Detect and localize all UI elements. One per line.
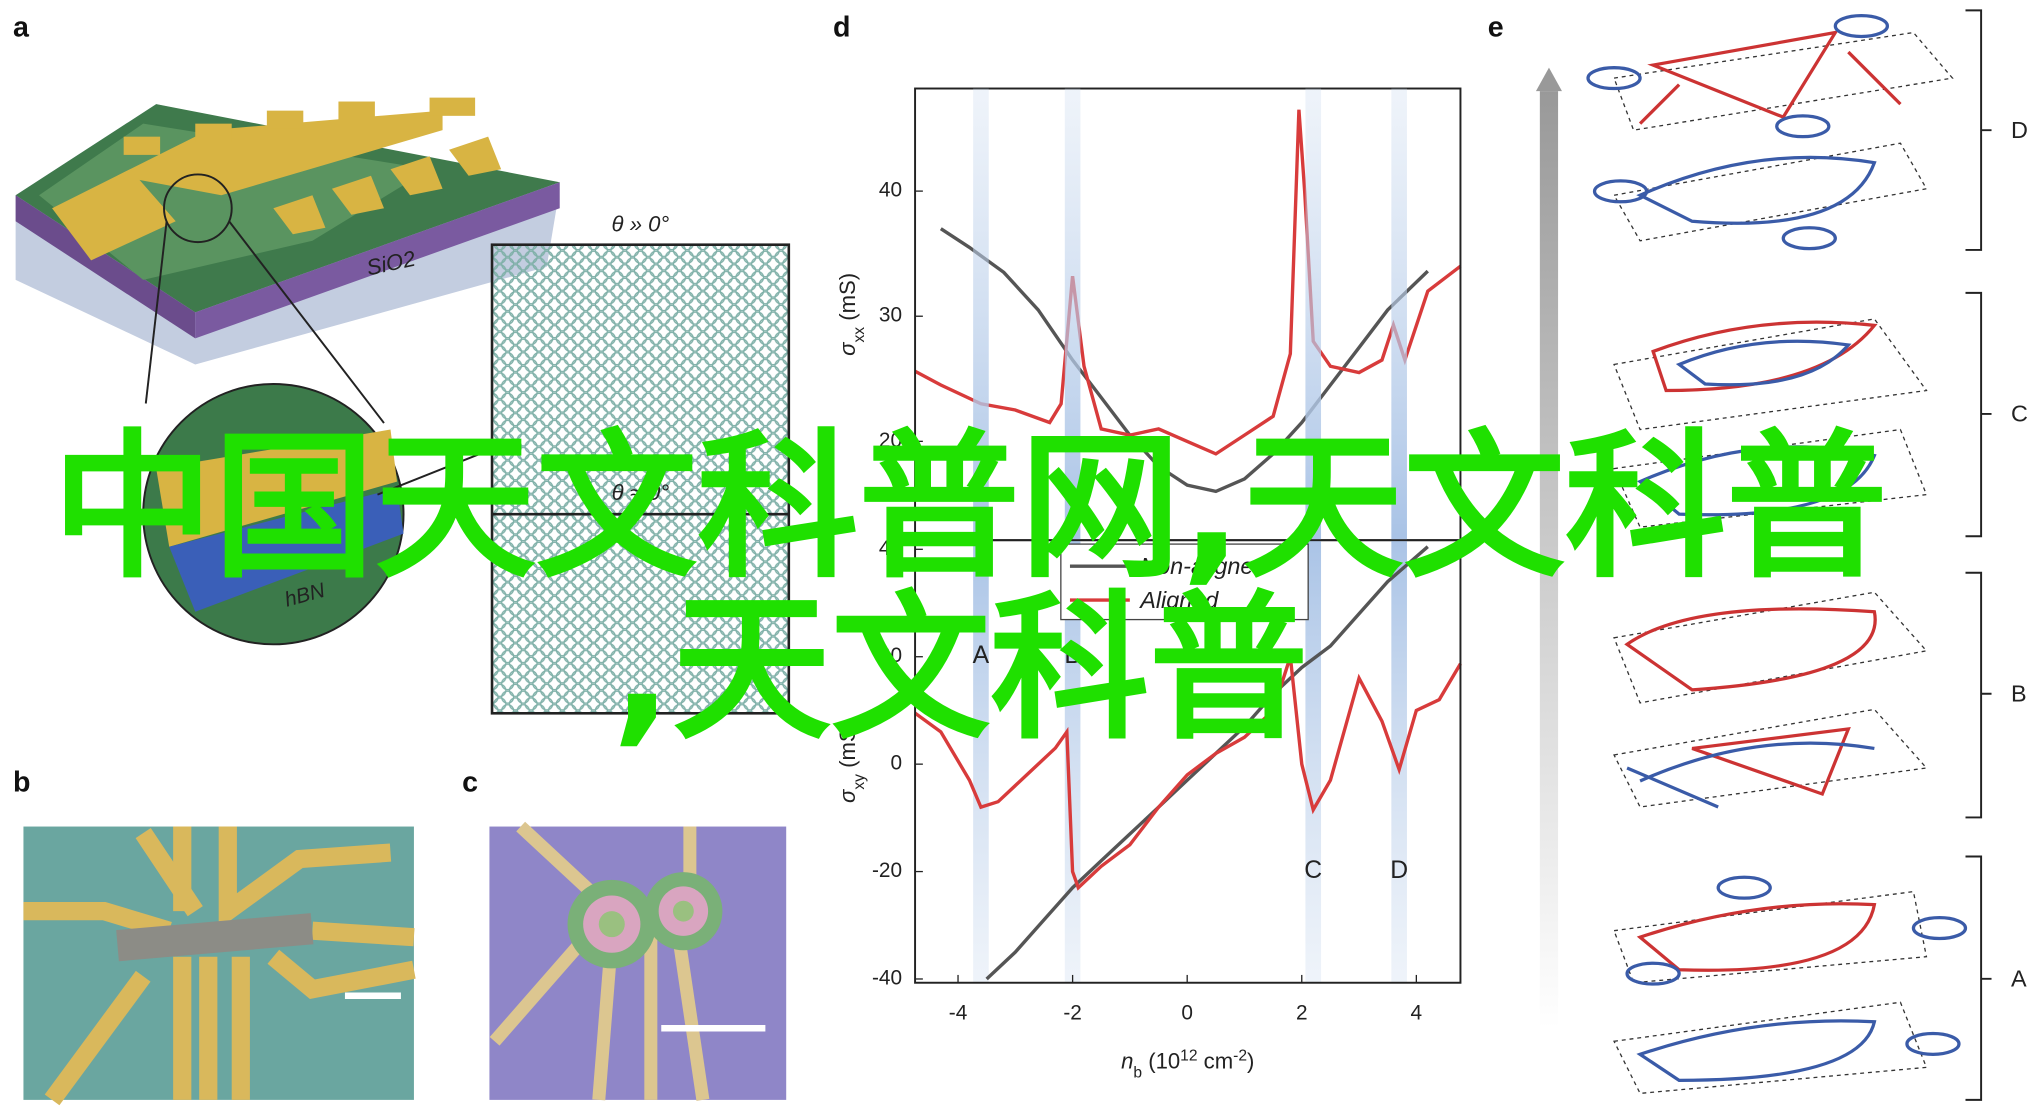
y-tick-label: 20 [879,429,902,452]
watermark: ,天文科普 [612,578,1308,762]
band-label: A [973,642,990,669]
x-tick-label: -2 [1063,1001,1082,1024]
group-label: A [2011,966,2027,992]
y-tick-label: -40 [872,966,902,989]
series-line [985,545,1429,981]
y-tick-label: 40 [879,179,902,202]
group-label: B [2011,681,2027,707]
band [1305,88,1322,983]
band-label: C [1304,857,1322,884]
y-tick-label: 20 [879,644,902,667]
panel-label: a [13,11,30,43]
y-tick-label: 40 [879,537,902,560]
y-axis-label-part: (mS) [835,720,860,774]
y-tick-label: 30 [879,304,902,327]
y-axis-label-part: xx [851,327,868,343]
x-axis-label-part: n [1121,1049,1133,1074]
group-label: C [2011,401,2028,427]
x-axis-label-part: ) [1247,1049,1254,1074]
fermi-contours [1535,9,1992,1101]
y-axis-label-part: xy [851,774,868,790]
x-tick-label: -4 [949,1001,968,1024]
legend: Non-aligned Aligned [1060,543,1309,621]
band [973,88,989,983]
y-axis-label-part: (mS) [835,273,860,327]
y-axis-label: σxx (mS) [835,273,868,356]
group-label: D [2011,117,2028,143]
x-tick-label: 4 [1411,1001,1423,1024]
micrograph-c [489,821,787,1101]
x-axis-label-part: b [1133,1064,1142,1081]
x-axis-label-part: cm [1198,1049,1234,1074]
panel-label: e [1488,11,1504,43]
y-axis-label-part: σ [835,341,860,356]
series-line [914,656,1462,891]
legend-box [1060,543,1309,621]
caption: θ ≈ 0° [612,480,670,505]
x-axis-label-part: (10 [1142,1049,1180,1074]
y-axis-label-part: σ [835,788,860,803]
device-illustration [15,97,791,715]
band-label: D [1390,857,1408,884]
panel-label: b [13,766,31,798]
watermark: 中国天文科普网,天文科普 [52,416,1887,600]
panel-label: c [462,766,478,798]
x-tick-label: 0 [1181,1001,1193,1024]
y-tick-label: -20 [872,859,902,882]
y-axis-label: σxy (mS) [835,720,868,803]
panel-label: d [833,11,851,43]
band-label: B [1064,642,1081,669]
caption: θ » 0° [612,212,670,237]
legend-label: Non-aligned [1140,553,1267,579]
x-axis-label-part: -2 [1233,1047,1247,1064]
x-axis-label-part: 12 [1180,1047,1197,1064]
legend-label: Aligned [1138,587,1219,613]
y-tick-label: 0 [890,752,902,775]
x-axis-label: nb (1012 cm-2) [1121,1047,1254,1081]
series-line [939,227,1429,494]
series-line [914,109,1462,456]
x-tick-label: 2 [1296,1001,1308,1024]
micrograph-b [23,826,416,1106]
